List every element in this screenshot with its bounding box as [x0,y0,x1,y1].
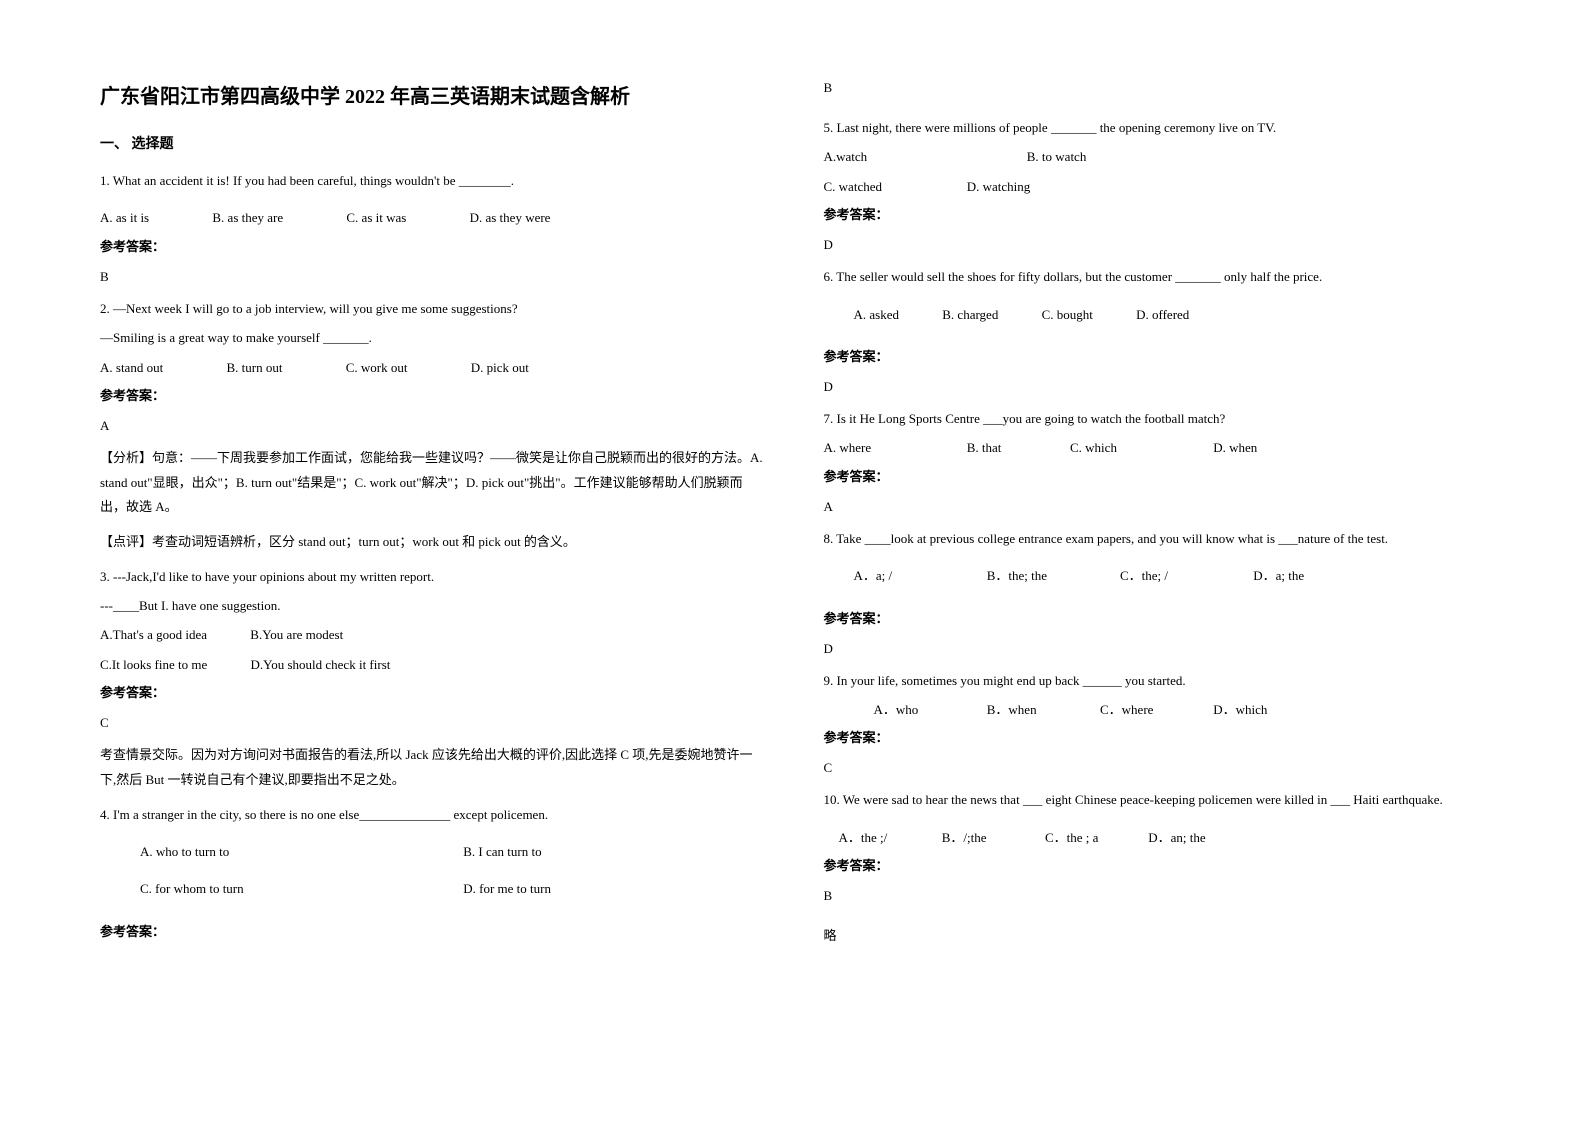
q9-text: 9. In your life, sometimes you might end… [824,669,1488,692]
q8-choice-a: A．a; / [854,564,984,587]
q5-choice-a: A.watch [824,145,1024,168]
q9-choice-a: A．who [874,698,984,721]
q2-analysis2: 【点评】考查动词短语辨析，区分 stand out；turn out；work … [100,530,764,555]
q5-answer: D [824,237,1488,253]
q7-choice-b: B. that [967,436,1067,459]
q10-choice-c: C．the ; a [1045,826,1145,849]
q1-choice-b: B. as they are [212,206,283,229]
q10-note: 略 [824,924,1488,947]
q1-text: 1. What an accident it is! If you had be… [100,169,764,192]
q3-choices-row1: A.That's a good idea B.You are modest [100,623,764,646]
section-header: 一、 选择题 [100,133,764,153]
q9-choices: A．who B．when C．where D．which [824,698,1488,721]
q1-choice-c: C. as it was [346,206,406,229]
q1-choice-a: A. as it is [100,206,149,229]
q6-text: 6. The seller would sell the shoes for f… [824,265,1488,288]
q2-choice-b: B. turn out [226,356,282,379]
q7-choice-c: C. which [1070,436,1210,459]
q6-choice-b: B. charged [942,303,998,326]
q8-choice-d: D．a; the [1253,568,1304,583]
q4-choices-row2: C. for whom to turn D. for me to turn [100,877,764,900]
q3-answer: C [100,715,764,731]
q7-choice-a: A. where [824,436,964,459]
q2-line2: —Smiling is a great way to make yourself… [100,326,764,349]
q6-choice-d: D. offered [1136,303,1189,326]
q9-choice-b: B．when [987,698,1097,721]
left-column: 广东省阳江市第四高级中学 2022 年高三英语期末试题含解析 一、 选择题 1.… [100,80,764,1042]
q4-answer-label: 参考答案： [100,921,764,940]
q6-answer-label: 参考答案： [824,346,1488,365]
q2-line1: 2. —Next week I will go to a job intervi… [100,297,764,320]
q4-text: 4. I'm a stranger in the city, so there … [100,803,764,826]
q10-answer-label: 参考答案： [824,855,1488,874]
q2-choice-c: C. work out [346,356,408,379]
q5-answer-label: 参考答案： [824,204,1488,223]
q9-choice-d: D．which [1213,702,1267,717]
q4-choice-d: D. for me to turn [463,881,551,896]
q6-choice-a: A. asked [854,303,900,326]
q3-line1: 3. ---Jack,I'd like to have your opinion… [100,565,764,588]
q6-choice-c: C. bought [1042,303,1093,326]
page-title: 广东省阳江市第四高级中学 2022 年高三英语期末试题含解析 [100,80,764,109]
q3-line2: ---____But I. have one suggestion. [100,594,764,617]
q9-answer: C [824,760,1488,776]
q9-choice-c: C．where [1100,698,1210,721]
q2-choice-d: D. pick out [471,356,529,379]
q10-choice-a: A．the ;/ [839,826,939,849]
q8-answer-label: 参考答案： [824,608,1488,627]
q2-choices: A. stand out B. turn out C. work out D. … [100,356,764,379]
q5-choices-row2: C. watched D. watching [824,175,1488,198]
q7-answer-label: 参考答案： [824,466,1488,485]
q3-choice-a: A.That's a good idea [100,623,207,646]
q10-choice-b: B．/;the [942,826,1042,849]
q2-answer: A [100,418,764,434]
q7-choices: A. where B. that C. which D. when [824,436,1488,459]
q6-choices: A. asked B. charged C. bought D. offered [824,303,1488,326]
q3-choices-row2: C.It looks fine to me D.You should check… [100,653,764,676]
q4-choice-c: C. for whom to turn [140,877,460,900]
right-column: B 5. Last night, there were millions of … [824,80,1488,1042]
q1-choice-d: D. as they were [470,206,551,229]
q3-choice-d: D.You should check it first [251,653,391,676]
q4-answer: B [824,80,1488,96]
q2-choice-a: A. stand out [100,356,163,379]
q5-choices-row1: A.watch B. to watch [824,145,1488,168]
q5-choice-c: C. watched [824,175,964,198]
q8-text: 8. Take ____look at previous college ent… [824,527,1488,550]
q8-choices: A．a; / B．the; the C．the; / D．a; the [824,564,1488,587]
q1-answer-label: 参考答案： [100,236,764,255]
q7-text: 7. Is it He Long Sports Centre ___you ar… [824,407,1488,430]
q4-choices-row1: A. who to turn to B. I can turn to [100,840,764,863]
q8-choice-b: B．the; the [987,564,1117,587]
q3-choice-b: B.You are modest [250,623,343,646]
q2-analysis1: 【分析】句意：——下周我要参加工作面试，您能给我一些建议吗？——微笑是让你自己脱… [100,446,764,520]
q2-answer-label: 参考答案： [100,385,764,404]
q9-answer-label: 参考答案： [824,727,1488,746]
q3-choice-c: C.It looks fine to me [100,653,207,676]
q10-text: 10. We were sad to hear the news that __… [824,788,1488,811]
q7-choice-d: D. when [1213,440,1257,455]
q3-analysis: 考查情景交际。因为对方询问对书面报告的看法,所以 Jack 应该先给出大概的评价… [100,743,764,792]
q4-choice-b: B. I can turn to [463,844,541,859]
q4-choice-a: A. who to turn to [140,840,460,863]
q10-choices: A．the ;/ B．/;the C．the ; a D．an; the [824,826,1488,849]
q1-answer: B [100,269,764,285]
q8-answer: D [824,641,1488,657]
q5-text: 5. Last night, there were millions of pe… [824,116,1488,139]
q7-answer: A [824,499,1488,515]
q5-choice-d: D. watching [967,179,1031,194]
q10-choice-d: D．an; the [1148,830,1205,845]
q1-choices: A. as it is B. as they are C. as it was … [100,206,764,229]
q6-answer: D [824,379,1488,395]
q3-answer-label: 参考答案： [100,682,764,701]
q8-choice-c: C．the; / [1120,564,1250,587]
q5-choice-b: B. to watch [1027,149,1087,164]
q10-answer: B [824,888,1488,904]
